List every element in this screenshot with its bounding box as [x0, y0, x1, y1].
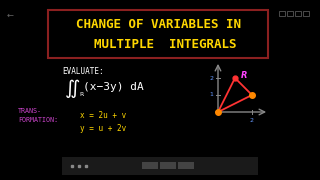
- Text: R: R: [241, 71, 247, 80]
- Text: x = 2u + v: x = 2u + v: [80, 111, 126, 120]
- Bar: [287, 11, 293, 16]
- Text: EVALUATE:: EVALUATE:: [62, 67, 104, 76]
- Bar: [295, 11, 301, 16]
- Text: 1: 1: [209, 93, 213, 98]
- Bar: [303, 11, 309, 16]
- Bar: [178, 162, 194, 169]
- Text: y = u + 2v: y = u + 2v: [80, 124, 126, 133]
- Text: (x−3y) dA: (x−3y) dA: [83, 82, 144, 92]
- Bar: [48, 10, 268, 58]
- Text: CHANGE OF VARIABLES IN
  MULTIPLE  INTEGRALS: CHANGE OF VARIABLES IN MULTIPLE INTEGRAL…: [76, 17, 241, 51]
- Text: 2: 2: [209, 75, 213, 80]
- Bar: [279, 11, 285, 16]
- Text: 2: 2: [250, 118, 254, 123]
- Text: ←: ←: [6, 11, 13, 20]
- Bar: [62, 157, 258, 175]
- Bar: [160, 162, 176, 169]
- Text: ∬: ∬: [65, 78, 80, 98]
- Text: TRANS-
FORMATION:: TRANS- FORMATION:: [18, 108, 58, 123]
- Text: R: R: [79, 91, 83, 96]
- Bar: [142, 162, 158, 169]
